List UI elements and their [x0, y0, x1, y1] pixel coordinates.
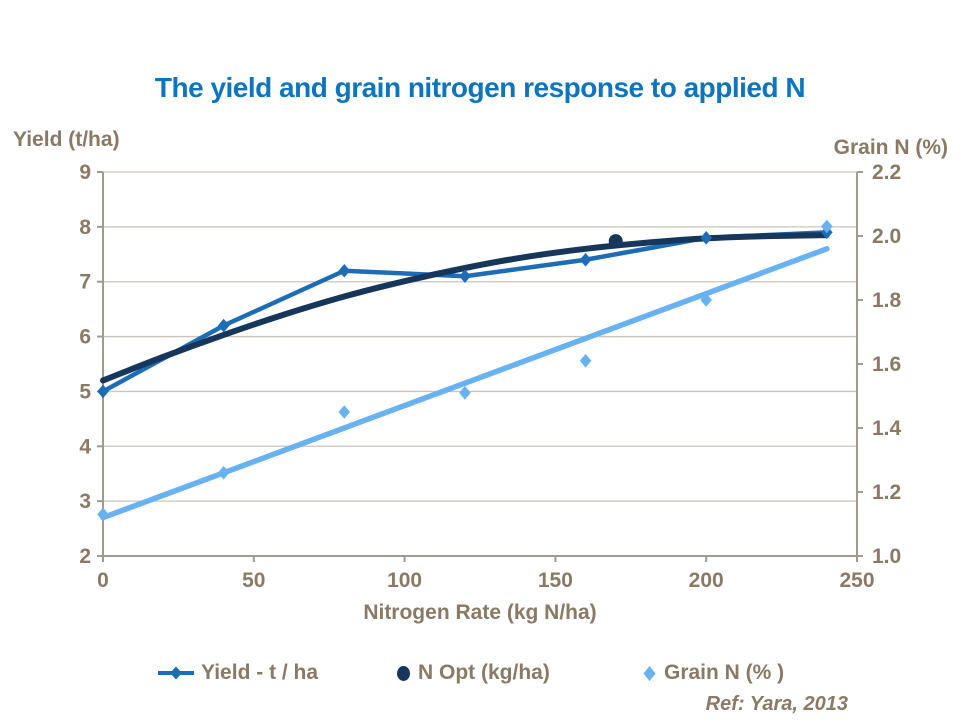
svg-text:4: 4 [79, 435, 91, 458]
svg-text:1.4: 1.4 [872, 417, 902, 440]
markers-n-opt-kg-ha [608, 234, 623, 249]
svg-text:1.6: 1.6 [872, 353, 901, 376]
x-axis-title: Nitrogen Rate (kg N/ha) [363, 601, 597, 624]
nopt-circle-icon [396, 665, 411, 682]
svg-text:6: 6 [79, 326, 91, 349]
gridlines [103, 171, 857, 502]
svg-text:1.2: 1.2 [872, 481, 901, 504]
legend-item-nopt: N Opt (kg/ha) [396, 660, 550, 686]
markers-grain-n [97, 219, 833, 522]
svg-text:250: 250 [839, 569, 874, 592]
series-grain-n-trend-line [100, 246, 830, 521]
series-yield-t-ha [100, 230, 830, 394]
svg-text:100: 100 [387, 569, 422, 592]
legend-label-yield: Yield - t / ha [201, 661, 319, 684]
markers-yield-t-ha [97, 225, 833, 399]
svg-text:1.8: 1.8 [872, 289, 902, 312]
svg-text:5: 5 [79, 380, 91, 403]
svg-text:8: 8 [79, 216, 91, 239]
svg-text:2: 2 [79, 545, 91, 568]
left-axis-title: Yield (t/ha) [13, 128, 120, 151]
legend-item-yield: Yield - t / ha [158, 660, 318, 686]
yield-line-diamond-icon [158, 665, 194, 681]
legend-item-grain: Grain N (% ) [642, 660, 784, 686]
chart-title: The yield and grain nitrogen response to… [154, 72, 806, 103]
grain-diamond-icon [642, 665, 657, 682]
right-axis-title: Grain N (%) [833, 136, 948, 159]
svg-text:3: 3 [79, 490, 91, 513]
series-yield-response-curve-fitted [100, 232, 830, 384]
axis-tick-labels: 9 8 7 6 5 4 3 2 2.2 2.0 1.8 1.6 1.4 1.2 1.0 0 50 100 150 20… [79, 161, 901, 592]
svg-text:50: 50 [242, 569, 265, 592]
svg-text:1.0: 1.0 [872, 545, 901, 568]
reference-note: Ref: Yara, 2013 [705, 693, 848, 715]
axis-frame [97, 171, 863, 562]
svg-text:2.0: 2.0 [872, 225, 901, 248]
svg-text:150: 150 [538, 569, 573, 592]
svg-text:200: 200 [689, 569, 724, 592]
legend-label-grain: Grain N (% ) [664, 661, 785, 684]
svg-text:7: 7 [79, 271, 91, 294]
svg-text:9: 9 [79, 161, 91, 184]
svg-text:2.2: 2.2 [872, 161, 901, 184]
svg-text:0: 0 [97, 569, 109, 592]
legend-label-nopt: N Opt (kg/ha) [418, 661, 550, 684]
